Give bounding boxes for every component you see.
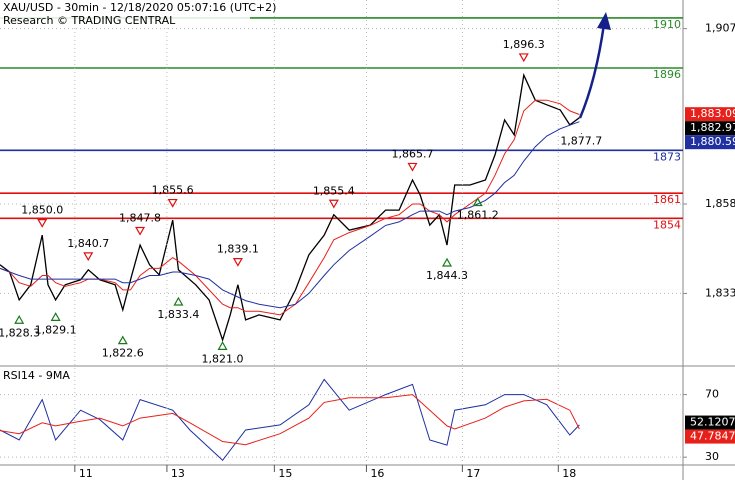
annotation-label: 1,828.3 — [0, 326, 40, 339]
annotation-label: 1,847.8 — [119, 211, 161, 224]
x-tick-label: 18 — [562, 467, 576, 480]
annotation-label: 1,844.3 — [426, 269, 468, 282]
annotation-label: 1,840.7 — [67, 237, 109, 250]
level-label: 1910 — [653, 18, 681, 31]
annotation-point — [580, 132, 582, 134]
chart-title: XAU/USD - 30min - 12/18/2020 05:07:16 (U… — [3, 1, 276, 14]
high-marker — [232, 258, 243, 267]
price-tag-label: 47.7847 — [690, 430, 735, 443]
annotation-label: 1,877.7 — [560, 134, 602, 147]
low-marker — [173, 296, 184, 306]
low-marker — [14, 315, 25, 324]
high-marker — [167, 198, 178, 208]
series-line — [0, 394, 580, 446]
x-tick-label: 11 — [79, 467, 93, 480]
low-marker — [472, 197, 483, 207]
chart-subtitle: Research © TRADING CENTRAL — [3, 14, 176, 27]
y-tick-label: 1,907 — [705, 22, 735, 35]
price-tag-label: 1,880.59 — [690, 135, 735, 148]
level-label: 1854 — [653, 218, 681, 231]
price-tag — [685, 107, 735, 122]
price-tag-label: 1,883.09 — [690, 107, 735, 120]
annotation-label: 1,855.6 — [152, 184, 194, 197]
annotation-label: 1,850.0 — [21, 204, 63, 217]
low-marker — [117, 335, 128, 345]
annotation-label: 1,829.1 — [35, 323, 77, 336]
annotation-label: 1,896.3 — [503, 38, 545, 51]
price-tag — [685, 429, 735, 444]
y-tick-label: 30 — [705, 450, 719, 463]
price-tag-label: 1,882.97 — [690, 121, 735, 134]
high-marker — [518, 53, 529, 63]
annotation-label: 1,861.2 — [457, 209, 499, 222]
annotation-label: 1,821.0 — [202, 352, 244, 365]
y-tick-label: 1,833 — [705, 286, 735, 299]
high-marker — [83, 252, 94, 262]
level-label: 1861 — [653, 193, 681, 206]
series-line — [0, 378, 580, 462]
rsi-title: RSI14 - 9MA — [3, 369, 70, 382]
price-tag — [685, 415, 735, 430]
price-tag — [685, 135, 735, 150]
title-bg — [0, 0, 250, 28]
annotation-label: 1,865.7 — [391, 147, 433, 160]
annotation-label: 1,839.1 — [217, 243, 259, 256]
arrow-head — [597, 12, 611, 30]
y-tick-label: 1,858 — [705, 197, 735, 210]
projection-arrow — [578, 23, 606, 119]
annotation-label: 1,855.4 — [313, 184, 355, 197]
series-line — [0, 72, 580, 343]
high-marker — [328, 199, 339, 209]
series-line — [0, 121, 580, 309]
x-tick-label: 17 — [466, 467, 480, 480]
low-marker — [50, 312, 61, 321]
high-marker — [407, 162, 418, 172]
low-marker — [441, 257, 453, 267]
x-tick-label: 16 — [370, 467, 384, 480]
x-tick-label: 15 — [278, 467, 292, 480]
annotation-label: 1,822.6 — [102, 347, 144, 360]
low-marker — [217, 341, 228, 350]
high-marker — [37, 218, 48, 228]
annotation-label: 1,833.4 — [157, 308, 199, 321]
y-tick-label: 70 — [705, 388, 719, 401]
level-label: 1896 — [653, 68, 681, 81]
level-label: 1873 — [653, 150, 681, 163]
x-tick-label: 13 — [171, 467, 185, 480]
price-tag-label: 52.1207 — [690, 416, 735, 429]
series-line — [0, 99, 580, 316]
price-tag — [685, 121, 735, 136]
high-marker — [135, 226, 146, 236]
